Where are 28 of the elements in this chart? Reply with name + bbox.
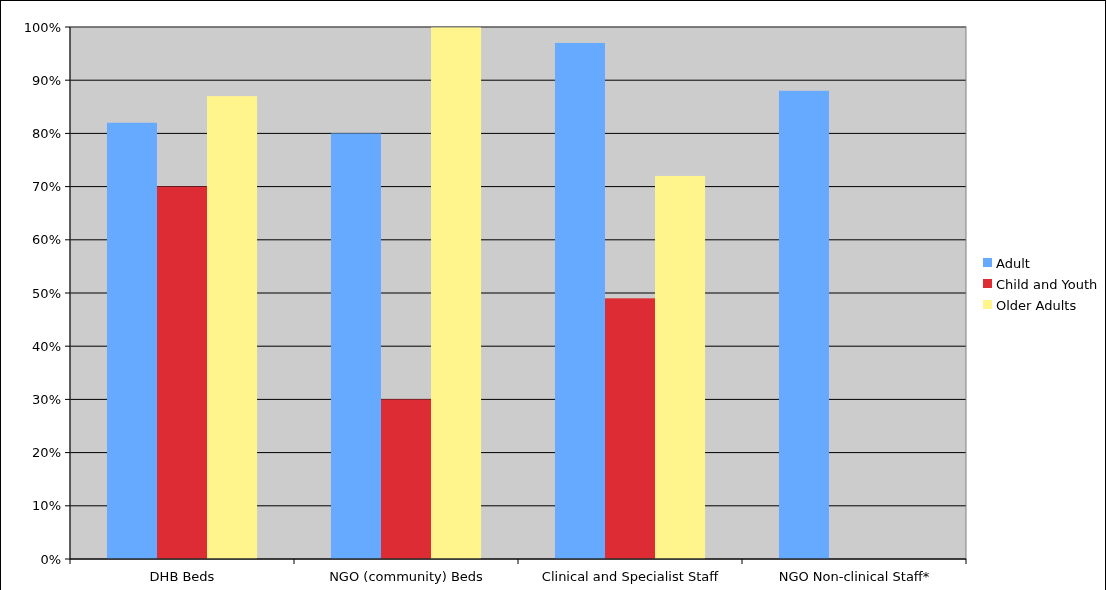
y-tick-label: 10% bbox=[32, 498, 61, 514]
bar bbox=[655, 175, 706, 559]
bar bbox=[207, 96, 258, 559]
x-tick-label: DHB Beds bbox=[149, 569, 215, 584]
bar bbox=[156, 186, 208, 559]
y-tick-label: 90% bbox=[32, 72, 61, 88]
x-tick-label: NGO (community) Beds bbox=[329, 569, 484, 584]
bar bbox=[554, 42, 605, 559]
y-tick-label: 100% bbox=[23, 19, 61, 35]
bar bbox=[431, 27, 482, 559]
y-tick-label: 20% bbox=[32, 445, 61, 461]
legend-label: Child and Youth bbox=[996, 276, 1098, 292]
bar bbox=[330, 133, 381, 559]
x-tick-label: NGO Non-clinical Staff* bbox=[778, 569, 930, 584]
bar bbox=[604, 298, 656, 559]
y-tick-label: 30% bbox=[32, 391, 61, 407]
y-tick-label: 50% bbox=[32, 285, 61, 301]
y-tick-label: 80% bbox=[32, 125, 61, 141]
bar bbox=[380, 399, 432, 559]
y-tick-label: 60% bbox=[32, 232, 61, 248]
bar bbox=[106, 122, 157, 559]
y-tick-label: 40% bbox=[32, 338, 61, 354]
y-tick-label: 0% bbox=[40, 551, 61, 567]
legend-label: Older Adults bbox=[996, 297, 1077, 313]
legend-label: Adult bbox=[996, 255, 1030, 271]
x-tick-label: Clinical and Specialist Staff bbox=[541, 569, 720, 584]
bar bbox=[778, 90, 829, 559]
y-tick-label: 70% bbox=[32, 179, 61, 195]
